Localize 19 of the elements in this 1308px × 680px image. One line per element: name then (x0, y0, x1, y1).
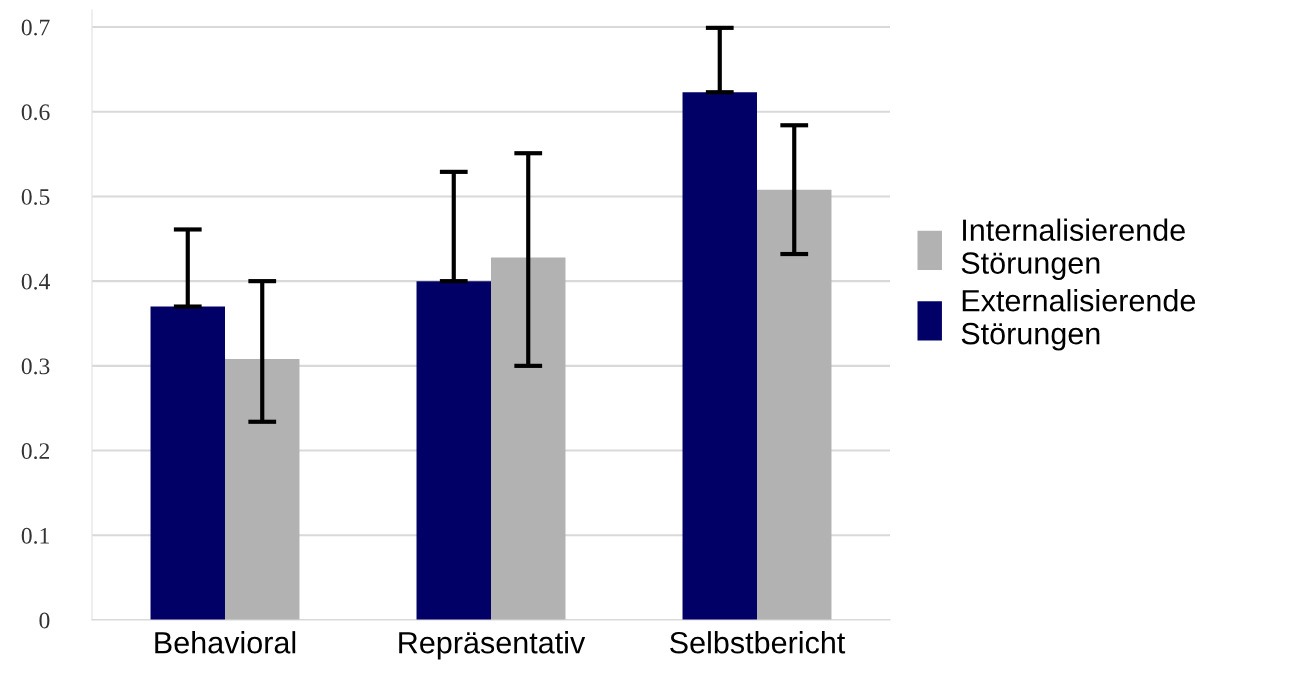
bar (491, 257, 566, 620)
y-tick-label: 0.2 (21, 443, 50, 460)
y-tick-label: 0 (39, 612, 50, 629)
y-tick-label: 0.5 (21, 188, 50, 205)
legend-label: Internalisierende Störungen (961, 218, 1185, 280)
y-tick-label: 0.3 (21, 358, 50, 375)
y-tick-label: 0.4 (21, 273, 50, 290)
x-tick-label: Selbstbericht (670, 631, 846, 654)
y-tick-label: 0.6 (21, 104, 50, 121)
bar (150, 306, 225, 620)
bar (225, 359, 300, 620)
legend-label: Externalisierende Störungen (961, 289, 1196, 351)
y-tick-label: 0.7 (21, 19, 50, 36)
x-tick-label: Behavioral (155, 631, 296, 654)
bar (416, 281, 491, 620)
bar (682, 92, 757, 620)
bar (757, 189, 832, 620)
x-tick-label: Repräsentativ (399, 631, 586, 660)
y-tick-label: 0.1 (21, 527, 49, 544)
